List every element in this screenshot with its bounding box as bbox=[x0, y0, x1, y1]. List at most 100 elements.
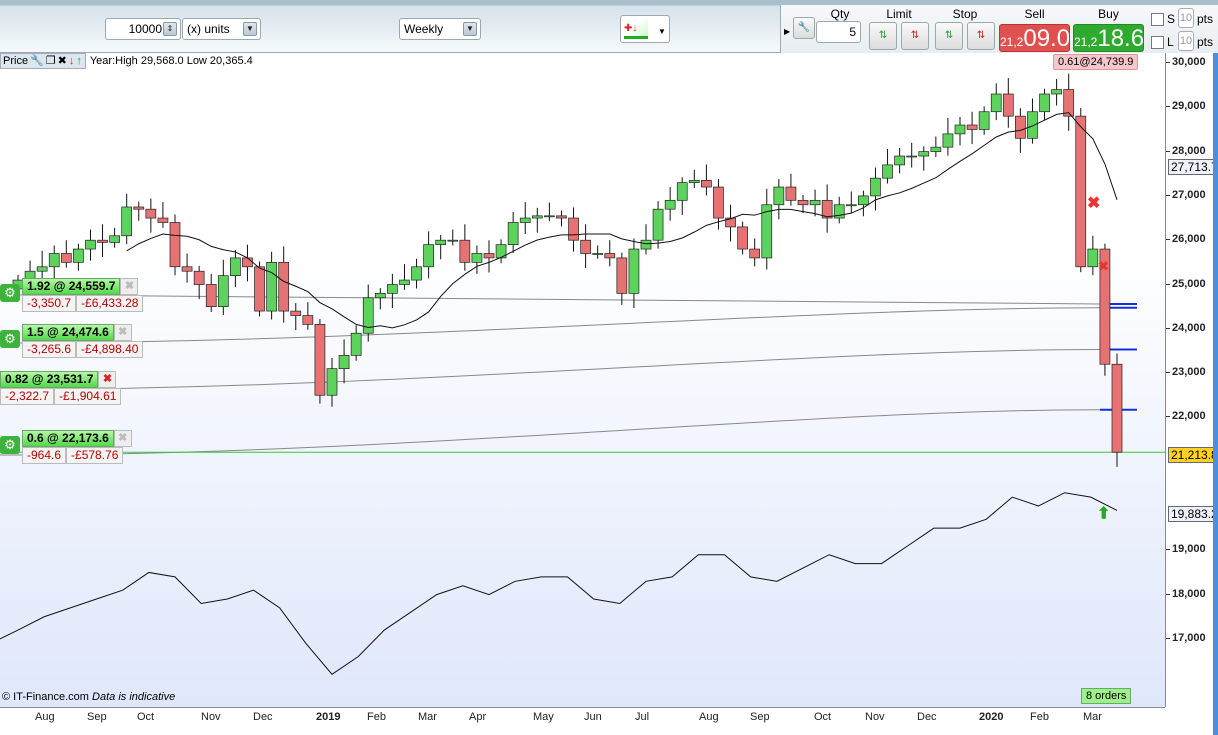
candle-up bbox=[906, 155, 918, 158]
x-tick-label: Nov bbox=[201, 711, 221, 723]
candle-up bbox=[664, 199, 676, 210]
candle-down bbox=[737, 226, 748, 250]
candle-up bbox=[411, 266, 422, 281]
order-pl: -£6,433.28 bbox=[76, 295, 144, 312]
candle-up bbox=[519, 217, 531, 223]
order-size-price[interactable]: 1.5 @ 24,474.6 bbox=[22, 324, 114, 341]
expand-arrow-icon[interactable]: ▶ bbox=[784, 27, 791, 36]
trade-qty-input[interactable]: 5 bbox=[816, 21, 861, 43]
close-order-icon[interactable]: ✖ bbox=[98, 371, 117, 388]
gear-icon[interactable]: ⚙ bbox=[0, 436, 20, 454]
y-tick-label: 30,000 bbox=[1166, 56, 1206, 68]
window-icon[interactable]: ❐ bbox=[45, 55, 56, 67]
y-tick-label: 19,000 bbox=[1166, 543, 1206, 556]
candle-down bbox=[616, 257, 628, 294]
year-range-info: Year:High 29,568.0 Low 20,365.4 bbox=[89, 55, 253, 67]
candle-down bbox=[205, 284, 217, 307]
x-tick-label: 2020 bbox=[979, 711, 1004, 723]
order-top-row: 1.92 @ 24,559.7 ✖ bbox=[22, 278, 143, 295]
sell-arrow-icon[interactable]: ↓ bbox=[68, 55, 75, 67]
x-tick-label: Feb bbox=[1030, 711, 1049, 723]
order-label[interactable]: ⚙ 1.5 @ 24,474.6 ✖ -3,265.6 -£4,898.40 bbox=[0, 324, 144, 358]
order-label[interactable]: ⚙ 1.92 @ 24,559.7 ✖ -3,350.7 -£6,433.28 bbox=[0, 278, 144, 312]
limit-pts-input[interactable]: 10 bbox=[1178, 31, 1194, 51]
order-label[interactable]: 0.82 @ 23,531.7 ✖ -2,322.7 -£1,904.61 bbox=[0, 371, 122, 405]
scrollbar[interactable] bbox=[1213, 53, 1218, 735]
interval-select[interactable]: Weekly ▼ bbox=[399, 18, 481, 40]
close-icon[interactable]: ✖ bbox=[57, 55, 67, 67]
x-tick-label: Jun bbox=[584, 711, 602, 723]
wrench-icon[interactable]: 🔧 bbox=[30, 55, 44, 67]
comparison-line bbox=[0, 492, 1118, 676]
buy-arrow-icon[interactable]: ↑ bbox=[76, 55, 82, 67]
order-pl: -£578.76 bbox=[66, 447, 124, 464]
candle-up bbox=[870, 177, 881, 197]
close-order-icon[interactable]: ✖ bbox=[113, 324, 132, 341]
limit-order-button[interactable]: ⇅ bbox=[869, 22, 897, 50]
candle-down bbox=[1111, 363, 1123, 453]
y-axis: 30,000 29,000 28,000 27,000 26,000 25,000 24,0… bbox=[1165, 53, 1218, 707]
candle-down bbox=[1063, 89, 1075, 117]
order-line bbox=[0, 307, 1101, 344]
limit-checkbox[interactable] bbox=[1151, 36, 1164, 49]
limit-edit-button[interactable]: ⇅ bbox=[901, 22, 929, 50]
x-tick-label: Mar bbox=[418, 711, 437, 723]
stop-checkbox[interactable] bbox=[1151, 13, 1164, 26]
candle-down bbox=[181, 266, 193, 272]
orders-badge[interactable]: 8 orders bbox=[1081, 688, 1132, 704]
stop-edit-button[interactable]: ⇅ bbox=[967, 22, 995, 50]
buy-button[interactable]: 21,218.6 bbox=[1073, 24, 1144, 52]
candle-down bbox=[1099, 248, 1111, 365]
buy-arrow-icon: ⬆ bbox=[1097, 506, 1110, 523]
chart-canvas[interactable]: ✖ ✖ ⬆ bbox=[0, 53, 1165, 707]
candle-up bbox=[338, 355, 350, 370]
units-select[interactable]: (x) units ▼ bbox=[182, 18, 261, 40]
price-chart[interactable]: ✖ ✖ ⬆ bbox=[0, 53, 1165, 707]
order-box: 0.6 @ 22,173.6 ✖ -964.6 -£578.76 bbox=[22, 430, 132, 464]
gear-icon[interactable]: ⚙ bbox=[0, 284, 20, 302]
candle-down bbox=[290, 310, 302, 316]
candle-down bbox=[604, 253, 616, 259]
price-panel-header-row: Price 🔧 ❐ ✖ ↓ ↑ Year:High 29,568.0 Low 20,365… bbox=[0, 53, 253, 69]
candle-up bbox=[471, 253, 483, 263]
candle-down bbox=[713, 186, 724, 219]
candle-up bbox=[592, 253, 604, 255]
settings-wrench-button[interactable]: 🔧 bbox=[793, 17, 815, 39]
candle-up bbox=[809, 199, 821, 206]
candle-down bbox=[1015, 115, 1026, 139]
close-marker-icon: ✖ bbox=[1098, 259, 1109, 274]
order-size-price[interactable]: 0.82 @ 23,531.7 bbox=[0, 371, 99, 388]
candle-up bbox=[1027, 111, 1038, 139]
candle-down bbox=[459, 239, 471, 263]
close-order-icon[interactable]: ✖ bbox=[113, 430, 132, 447]
quantity-input[interactable]: 10000 ⇕ bbox=[105, 18, 181, 40]
price-tag: 19,883.2 bbox=[1168, 506, 1218, 523]
gear-icon[interactable]: ⚙ bbox=[0, 330, 20, 348]
candle-down bbox=[483, 253, 495, 259]
candle-up bbox=[374, 293, 386, 299]
order-size-price[interactable]: 1.92 @ 24,559.7 bbox=[22, 278, 121, 295]
candle-up bbox=[48, 253, 60, 268]
quantity-spinner[interactable]: ⇕ bbox=[163, 22, 177, 36]
candle-down bbox=[1075, 115, 1087, 268]
candle-up bbox=[882, 164, 893, 179]
studies-button[interactable]: ✚↓ ▼ bbox=[620, 15, 670, 43]
close-marker-icon: ✖ bbox=[1087, 195, 1100, 212]
candle-down bbox=[580, 239, 591, 254]
sell-button[interactable]: 21,209.0 bbox=[999, 24, 1070, 52]
candle-down bbox=[314, 324, 326, 396]
candle-down bbox=[193, 270, 205, 285]
candle-up bbox=[845, 204, 857, 207]
order-size-price[interactable]: 0.6 @ 22,173.6 bbox=[22, 430, 114, 447]
close-order-icon[interactable]: ✖ bbox=[120, 278, 139, 295]
candle-up bbox=[362, 297, 374, 334]
order-label[interactable]: ⚙ 0.6 @ 22,173.6 ✖ -964.6 -£578.76 bbox=[0, 430, 132, 464]
stop-pts-input[interactable]: 10 bbox=[1178, 8, 1194, 28]
candle-up bbox=[930, 146, 942, 152]
candle-up bbox=[942, 133, 954, 148]
candle-up bbox=[628, 248, 640, 294]
candle-up bbox=[435, 239, 447, 245]
x-tick-label: Sep bbox=[750, 711, 770, 723]
candle-down bbox=[254, 266, 265, 312]
stop-order-button[interactable]: ⇅ bbox=[935, 22, 963, 50]
